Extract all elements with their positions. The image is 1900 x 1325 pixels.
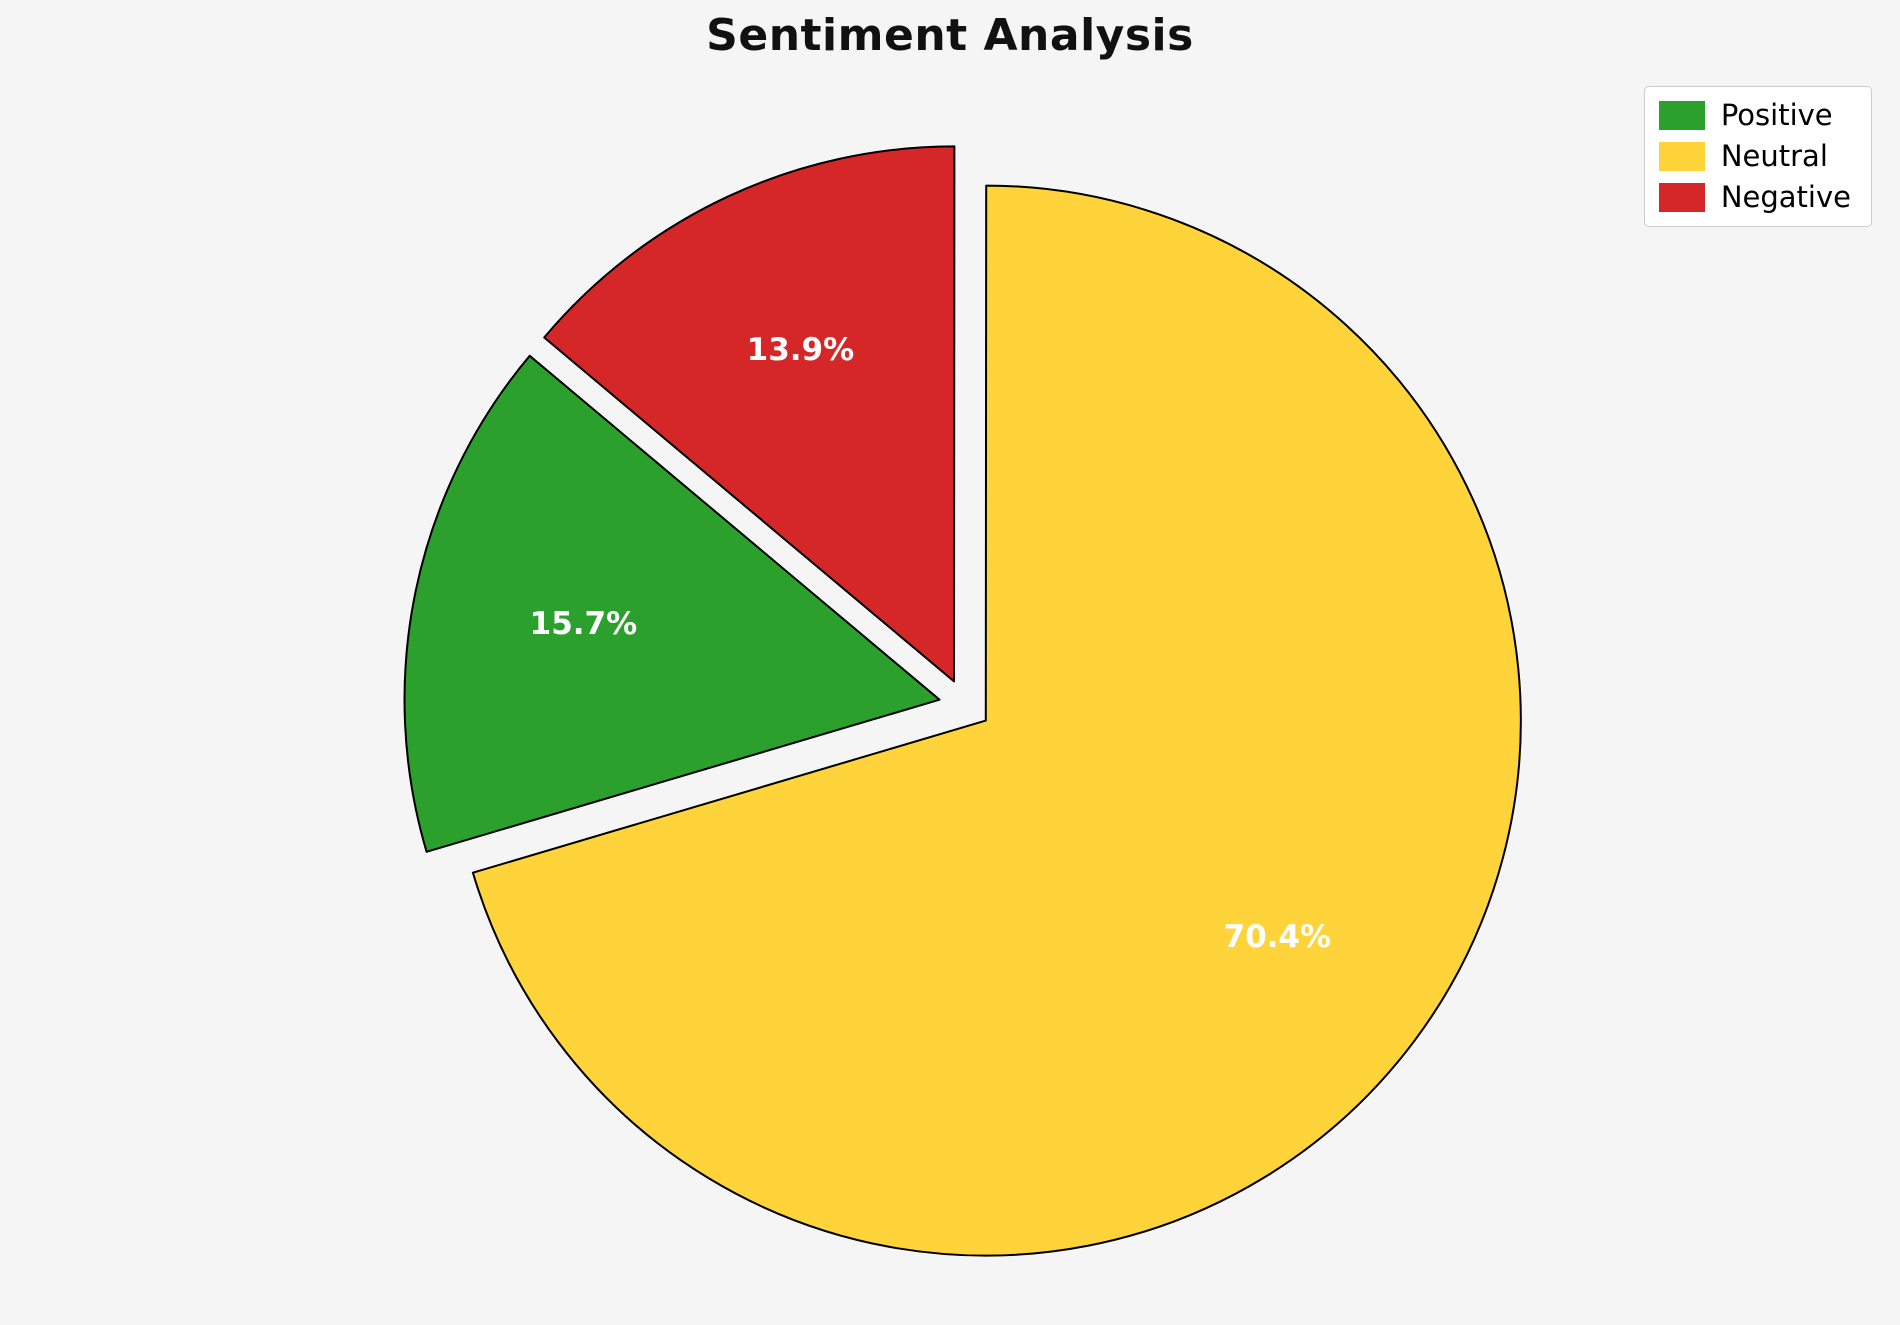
pie-slice-neutral bbox=[471, 184, 1522, 1257]
legend-label-negative: Negative bbox=[1720, 180, 1851, 214]
legend-item-positive: Positive bbox=[1658, 98, 1851, 132]
pie-slice-percentage-positive: 15.7% bbox=[530, 606, 638, 642]
legend-item-negative: Negative bbox=[1658, 180, 1851, 214]
chart-title: Sentiment Analysis bbox=[706, 10, 1194, 61]
legend-swatch-neutral bbox=[1658, 142, 1705, 171]
pie-slice-percentage-neutral: 70.4% bbox=[1224, 919, 1332, 955]
pie-slice-positive bbox=[403, 354, 941, 853]
legend-item-neutral: Neutral bbox=[1658, 139, 1851, 173]
pie-slice-negative bbox=[543, 145, 956, 683]
pie-slice-percentage-negative: 13.9% bbox=[747, 332, 855, 368]
legend-swatch-positive bbox=[1658, 101, 1705, 130]
legend-label-positive: Positive bbox=[1720, 98, 1833, 132]
legend: Positive Neutral Negative bbox=[1643, 86, 1872, 227]
legend-swatch-negative bbox=[1658, 183, 1705, 212]
legend-label-neutral: Neutral bbox=[1720, 139, 1828, 173]
